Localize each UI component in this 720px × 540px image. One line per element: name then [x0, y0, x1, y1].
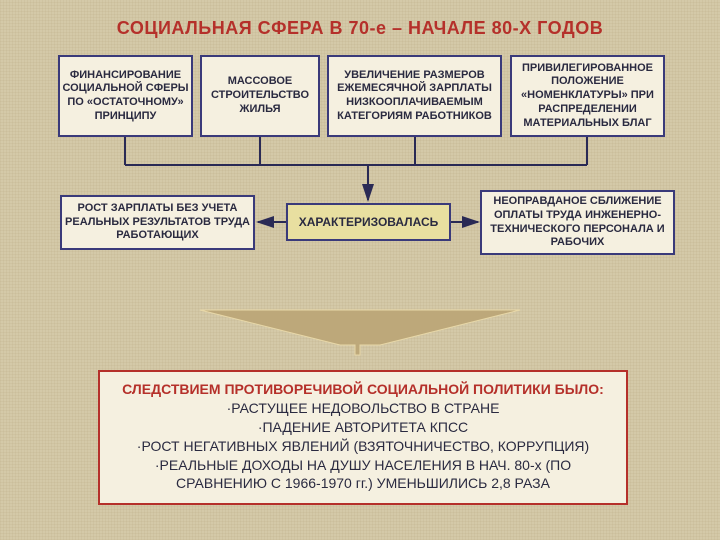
result-box: СЛЕДСТВИЕМ ПРОТИВОРЕЧИВОЙ СОЦИАЛЬНОЙ ПОЛ…	[98, 370, 628, 505]
mid-right-box: НЕОПРАВДАНОЕ СБЛИЖЕНИЕ ОПЛАТЫ ТРУДА ИНЖЕ…	[480, 190, 675, 255]
top-box-0-text: ФИНАНСИРОВАНИЕ СОЦИАЛЬНОЙ СФЕРЫ ПО «ОСТА…	[62, 69, 189, 124]
page-title: СОЦИАЛЬНАЯ СФЕРА В 70-е – НАЧАЛЕ 80-Х ГО…	[0, 18, 720, 39]
top-box-2: УВЕЛИЧЕНИЕ РАЗМЕРОВ ЕЖЕМЕСЯЧНОЙ ЗАРПЛАТЫ…	[327, 55, 502, 137]
mid-left-text: РОСТ ЗАРПЛАТЫ БЕЗ УЧЕТА РЕАЛЬНЫХ РЕЗУЛЬТ…	[64, 202, 251, 243]
top-box-0: ФИНАНСИРОВАНИЕ СОЦИАЛЬНОЙ СФЕРЫ ПО «ОСТА…	[58, 55, 193, 137]
result-item-1: ·ПАДЕНИЕ АВТОРИТЕТА КПСС	[114, 418, 612, 437]
mid-left-box: РОСТ ЗАРПЛАТЫ БЕЗ УЧЕТА РЕАЛЬНЫХ РЕЗУЛЬТ…	[60, 195, 255, 250]
mid-center-text: ХАРАКТЕРИЗОВАЛАСЬ	[299, 215, 439, 230]
top-box-3-text: ПРИВИЛЕГИРОВАННОЕ ПОЛОЖЕНИЕ «НОМЕНКЛАТУР…	[514, 62, 661, 131]
top-box-1-text: МАССОВОЕ СТРОИТЕЛЬСТВО ЖИЛЬЯ	[204, 75, 316, 116]
top-box-3: ПРИВИЛЕГИРОВАННОЕ ПОЛОЖЕНИЕ «НОМЕНКЛАТУР…	[510, 55, 665, 137]
mid-right-text: НЕОПРАВДАНОЕ СБЛИЖЕНИЕ ОПЛАТЫ ТРУДА ИНЖЕ…	[484, 195, 671, 250]
mid-center-box: ХАРАКТЕРИЗОВАЛАСЬ	[286, 203, 451, 241]
result-title: СЛЕДСТВИЕМ ПРОТИВОРЕЧИВОЙ СОЦИАЛЬНОЙ ПОЛ…	[114, 380, 612, 399]
result-item-2: ·РОСТ НЕГАТИВНЫХ ЯВЛЕНИЙ (ВЗЯТОЧНИЧЕСТВО…	[114, 437, 612, 456]
result-item-0: ·РАСТУЩЕЕ НЕДОВОЛЬСТВО В СТРАНЕ	[114, 399, 612, 418]
result-item-3: ·РЕАЛЬНЫЕ ДОХОДЫ НА ДУШУ НАСЕЛЕНИЯ В НАЧ…	[114, 456, 612, 494]
top-box-2-text: УВЕЛИЧЕНИЕ РАЗМЕРОВ ЕЖЕМЕСЯЧНОЙ ЗАРПЛАТЫ…	[331, 69, 498, 124]
top-box-1: МАССОВОЕ СТРОИТЕЛЬСТВО ЖИЛЬЯ	[200, 55, 320, 137]
